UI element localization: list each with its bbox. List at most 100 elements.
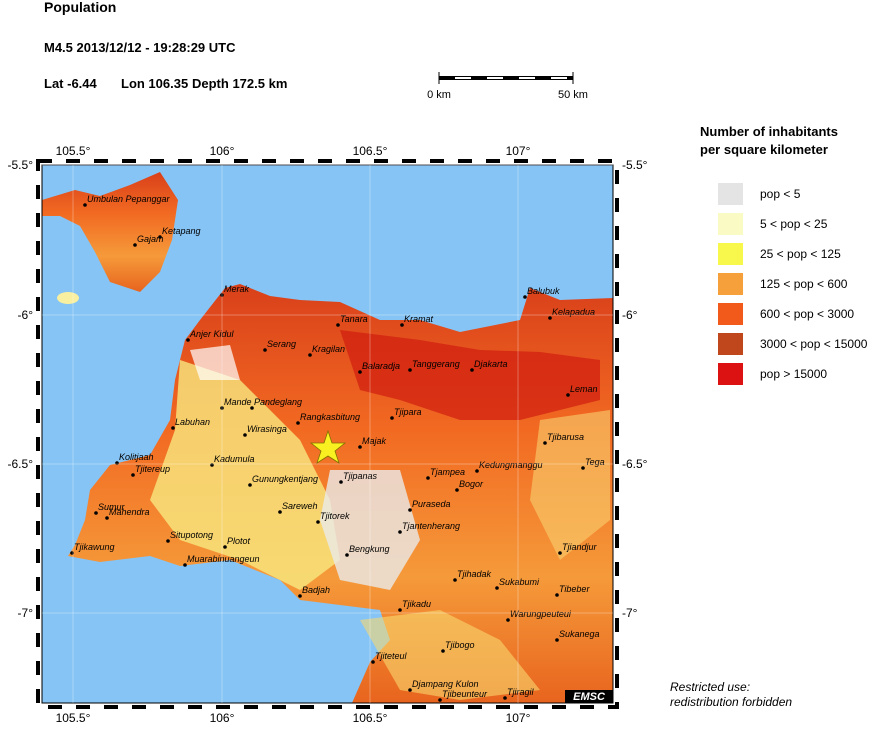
city-dot xyxy=(186,338,190,342)
city-label: Mahendra xyxy=(109,507,150,517)
city-label: Djampang Kulon xyxy=(412,679,479,689)
lon: Lon 106.35 xyxy=(121,76,188,91)
city-dot xyxy=(171,426,175,430)
epicenter xyxy=(309,429,347,464)
city-label: Situpotong xyxy=(170,530,213,540)
city-label: Badjah xyxy=(302,585,330,595)
city-label: Tjibarusa xyxy=(547,432,584,442)
city-label: Kelapadua xyxy=(552,307,595,317)
city-label: Bengkung xyxy=(349,544,390,554)
city-label: Tjampea xyxy=(430,467,465,477)
city-label: Tjitereup xyxy=(135,464,170,474)
legend-swatch xyxy=(718,333,743,355)
city-dot xyxy=(558,551,562,555)
city-dot xyxy=(506,618,510,622)
city-dot xyxy=(503,696,507,700)
city-dot xyxy=(250,406,254,410)
scale-bar xyxy=(438,72,574,84)
lon-label: 107° xyxy=(506,711,531,725)
city-dot xyxy=(133,243,137,247)
title: Population xyxy=(44,0,116,15)
city-dot xyxy=(243,433,247,437)
city-dot xyxy=(220,406,224,410)
city-dot xyxy=(223,545,227,549)
legend-swatch xyxy=(718,363,743,385)
city-dot xyxy=(455,488,459,492)
city-label: Muarabinuangeun xyxy=(187,554,260,564)
city-label: Tega xyxy=(585,457,605,467)
lon-label: 107° xyxy=(506,144,531,158)
scale-right: 50 km xyxy=(558,89,588,101)
map-frame xyxy=(41,164,614,704)
legend-title: per square kilometer xyxy=(700,142,828,157)
city-label: Tjikadu xyxy=(402,599,431,609)
city-label: Tjikawung xyxy=(74,542,115,552)
city-label: Tibeber xyxy=(559,584,590,594)
city-dot xyxy=(166,539,170,543)
depth: Depth 172.5 km xyxy=(192,76,287,91)
city-dot xyxy=(131,473,135,477)
city-dot xyxy=(555,593,559,597)
lat-label: -6° xyxy=(622,308,638,322)
legend-label: 3000 < pop < 15000 xyxy=(760,337,868,351)
city-dot xyxy=(248,483,252,487)
city-label: Merak xyxy=(224,284,250,294)
legend-label: 25 < pop < 125 xyxy=(760,247,841,261)
city-label: Mande xyxy=(224,397,252,407)
city-label: Tjiteteul xyxy=(375,651,408,661)
lat-label: -6.5° xyxy=(622,457,648,471)
city-label: Bogor xyxy=(459,479,484,489)
city-label: Djakarta xyxy=(474,359,508,369)
city-label: Sukanega xyxy=(559,629,600,639)
city-label: Majak xyxy=(362,436,387,446)
city-dot xyxy=(495,586,499,590)
legend-label: 5 < pop < 25 xyxy=(760,217,828,231)
city-dot xyxy=(263,348,267,352)
city-label: Kramat xyxy=(404,314,434,324)
city-dot xyxy=(345,553,349,557)
city-label: Tjiandjur xyxy=(562,542,598,552)
city-label: Tjantenherang xyxy=(402,521,460,531)
city-dot xyxy=(398,608,402,612)
city-dot xyxy=(358,445,362,449)
city-dot xyxy=(220,293,224,297)
city-dot xyxy=(316,520,320,524)
city-dot xyxy=(566,393,570,397)
city-label: Gajam xyxy=(137,234,164,244)
city-dot xyxy=(543,441,547,445)
city-dot xyxy=(298,594,302,598)
city-label: Gunungkentjang xyxy=(252,474,318,484)
city-label: Tjipara xyxy=(394,407,422,417)
city-dot xyxy=(278,510,282,514)
legend-label: pop < 5 xyxy=(760,187,801,201)
city-dot xyxy=(371,660,375,664)
city-dot xyxy=(441,649,445,653)
city-label: Rangkasbitung xyxy=(300,412,360,422)
city-label: Leman xyxy=(570,384,598,394)
note: Restricted use: xyxy=(670,680,750,694)
legend-swatch xyxy=(718,273,743,295)
city-label: Kedungmanggu xyxy=(479,460,543,470)
lat: Lat -6.44 xyxy=(44,76,98,91)
city-label: Umbulan Pepanggar xyxy=(87,194,171,204)
city-label: Warungpeuteui xyxy=(510,609,572,619)
city-dot xyxy=(390,416,394,420)
lon-label: 106.5° xyxy=(353,711,388,725)
note: redistribution forbidden xyxy=(670,695,792,709)
city-label: Kragilan xyxy=(312,344,345,354)
city-label: Tjipanas xyxy=(343,471,378,481)
city-label: Tanara xyxy=(340,314,368,324)
lat-label: -6.5° xyxy=(8,457,34,471)
city-label: Sareweh xyxy=(282,501,318,511)
city-dot xyxy=(555,638,559,642)
legend-swatch xyxy=(718,303,743,325)
city-label: Pandeglang xyxy=(254,397,302,407)
city-label: Serang xyxy=(267,339,296,349)
city-dot xyxy=(548,316,552,320)
city-dot xyxy=(83,203,87,207)
city-label: Tjitorek xyxy=(320,511,350,521)
city-dot xyxy=(339,480,343,484)
badge: EMSC xyxy=(573,691,606,703)
